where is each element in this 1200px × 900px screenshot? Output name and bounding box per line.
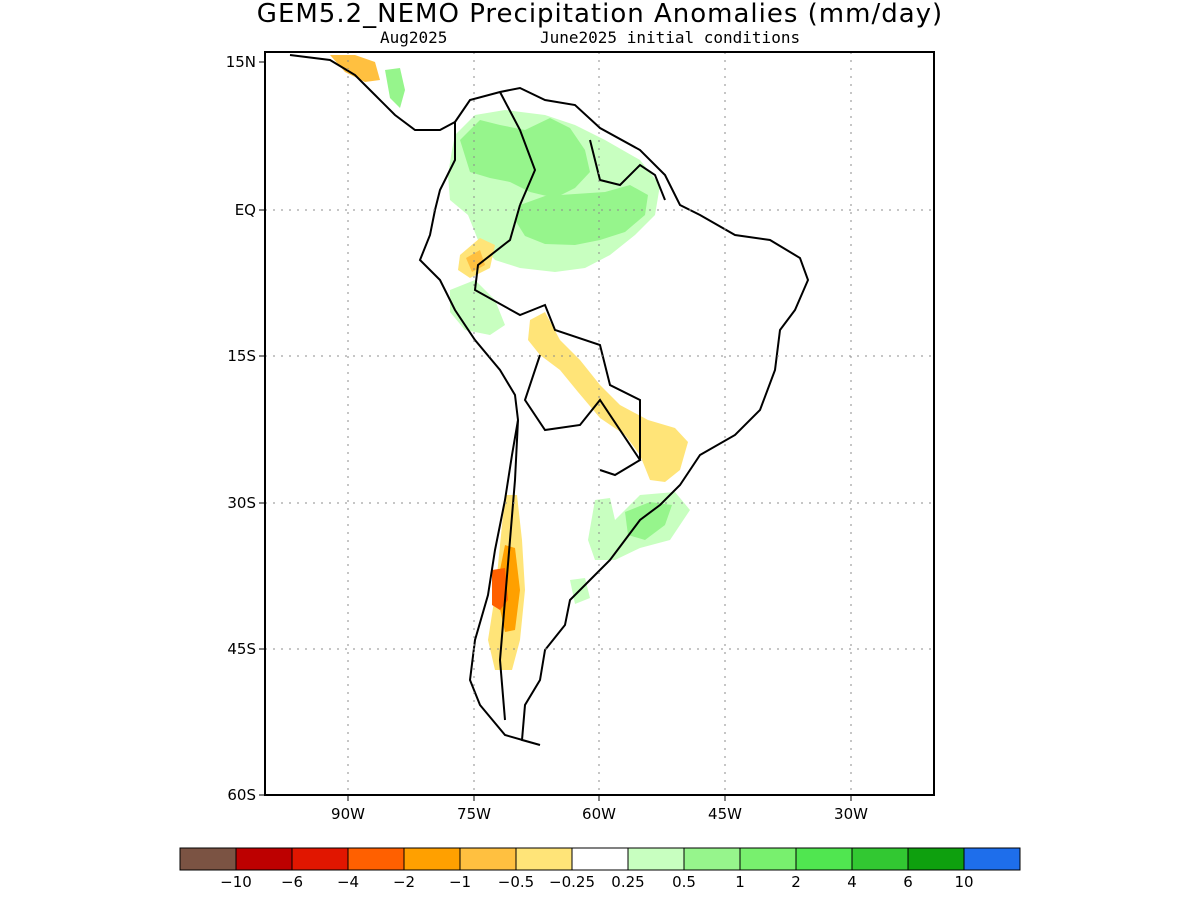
anomaly-area-uruguay-core bbox=[625, 502, 672, 540]
anomaly-area-bolivia-brazil bbox=[528, 312, 688, 482]
colorbar-swatch bbox=[963, 847, 1021, 871]
colorbar-swatch bbox=[739, 847, 797, 871]
colorbar-label: −4 bbox=[337, 873, 359, 891]
anomaly-area-peru-core bbox=[466, 250, 485, 272]
lon-tick-label: 45W bbox=[708, 805, 742, 823]
colorbar-swatch bbox=[347, 847, 405, 871]
colorbar-label: 4 bbox=[847, 873, 857, 891]
colorbar-label: −0.5 bbox=[498, 873, 534, 891]
colorbar-label: 2 bbox=[791, 873, 801, 891]
border-brazil-west bbox=[473, 204, 641, 460]
colorbar bbox=[179, 847, 1021, 871]
anomaly-area-peru-west bbox=[450, 280, 505, 335]
anomaly-area-mexico-south bbox=[330, 55, 380, 82]
anomaly-fields bbox=[330, 55, 690, 670]
map-title: GEM5.2_NEMO Precipitation Anomalies (mm/… bbox=[256, 0, 944, 29]
lon-tick-label: 60W bbox=[582, 805, 616, 823]
colorbar-label: 10 bbox=[954, 873, 973, 891]
colorbar-swatch bbox=[403, 847, 461, 871]
colorbar-label: 0.5 bbox=[672, 873, 696, 891]
colorbar-swatch bbox=[795, 847, 853, 871]
forecast-month: Aug2025 bbox=[380, 28, 448, 47]
colorbar-swatch bbox=[179, 847, 237, 871]
colorbar-label: −10 bbox=[220, 873, 252, 891]
colorbar-swatch bbox=[235, 847, 293, 871]
colorbar-swatch bbox=[515, 847, 573, 871]
central-america-coastline bbox=[289, 54, 456, 131]
colorbar-swatch bbox=[683, 847, 741, 871]
colorbar-label: 0.25 bbox=[611, 873, 644, 891]
anomaly-area-colombia-venezuela bbox=[460, 118, 590, 198]
colorbar-label: −1 bbox=[449, 873, 471, 891]
lat-tick-label: 30S bbox=[227, 494, 256, 512]
lon-tick-label: 75W bbox=[457, 805, 491, 823]
south-america-coastline bbox=[418, 86, 810, 746]
colorbar-swatch bbox=[851, 847, 909, 871]
colorbar-swatch bbox=[907, 847, 965, 871]
anomaly-area-andes-peak bbox=[492, 568, 508, 610]
anomaly-area-central-america bbox=[385, 68, 405, 108]
border-guianas bbox=[589, 139, 666, 201]
border-argentina-chile bbox=[498, 419, 519, 721]
lon-tick-label: 90W bbox=[331, 805, 365, 823]
latitude-axis: 15N EQ 15S 30S 45S 60S bbox=[226, 53, 265, 804]
colorbar-swatch bbox=[627, 847, 685, 871]
lat-tick-label: 15S bbox=[227, 347, 256, 365]
border-colombia-venezuela bbox=[499, 91, 537, 206]
colorbar-swatch bbox=[291, 847, 349, 871]
colorbar-label: −6 bbox=[281, 873, 303, 891]
lat-tick-label: EQ bbox=[235, 201, 256, 219]
lon-tick-label: 30W bbox=[834, 805, 868, 823]
lat-tick-label: 45S bbox=[227, 640, 256, 658]
colorbar-label: −2 bbox=[393, 873, 415, 891]
colorbar-swatch bbox=[459, 847, 517, 871]
anomaly-area-amazon bbox=[515, 185, 648, 245]
longitude-axis: 90W 75W 60W 45W 30W bbox=[331, 795, 868, 823]
lat-tick-label: 15N bbox=[226, 53, 256, 71]
initial-conditions-label: June2025 initial conditions bbox=[540, 28, 801, 47]
colorbar-label: 1 bbox=[735, 873, 745, 891]
lat-tick-label: 60S bbox=[227, 786, 256, 804]
colorbar-label: 6 bbox=[903, 873, 913, 891]
colorbar-label: −0.25 bbox=[549, 873, 595, 891]
colorbar-labels: −10 −6 −4 −2 −1 −0.5 −0.25 0.25 0.5 1 2 4 6 10 bbox=[220, 873, 973, 891]
coastlines bbox=[289, 54, 810, 746]
colorbar-swatch bbox=[571, 847, 629, 871]
border-bolivia-paraguay bbox=[523, 354, 642, 477]
